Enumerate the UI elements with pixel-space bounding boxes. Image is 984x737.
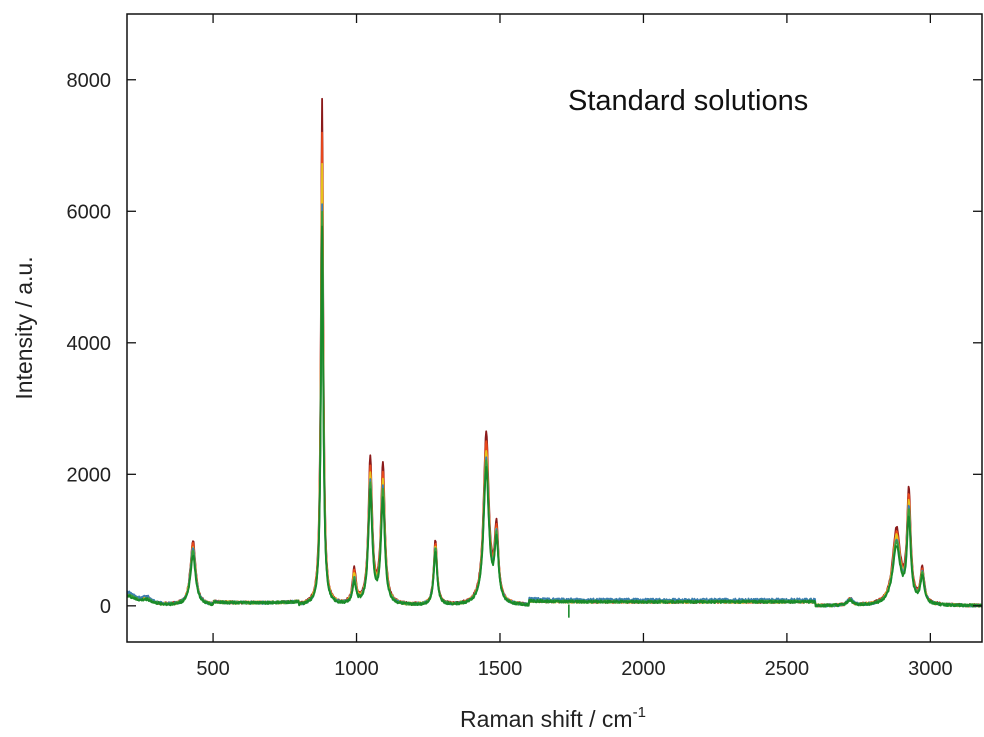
series-line-6 bbox=[127, 225, 982, 608]
series-line-4 bbox=[127, 203, 982, 608]
x-axis-title: Raman shift / cm-1 bbox=[460, 704, 646, 732]
y-tick-label: 2000 bbox=[67, 464, 112, 486]
chart-annotation: Standard solutions bbox=[568, 85, 808, 117]
series-line-5 bbox=[127, 210, 982, 608]
x-axis-title-superscript: -1 bbox=[633, 704, 646, 721]
x-axis-title-text: Raman shift / cm bbox=[460, 706, 633, 732]
y-tick-label: 0 bbox=[100, 596, 111, 618]
x-tick-label: 500 bbox=[196, 658, 229, 680]
y-axis-ticks: 0 2000 4000 6000 8000 bbox=[67, 70, 982, 618]
series-line-2 bbox=[127, 131, 982, 608]
y-axis-title: Intensity / a.u. bbox=[11, 256, 37, 399]
spectra-traces bbox=[127, 97, 982, 618]
y-tick-label: 4000 bbox=[67, 333, 112, 355]
series-line-1 bbox=[127, 97, 982, 608]
x-tick-label: 3000 bbox=[908, 658, 953, 680]
x-tick-label: 2000 bbox=[621, 658, 666, 680]
plot-frame bbox=[126, 13, 983, 643]
x-tick-label: 1000 bbox=[334, 658, 379, 680]
y-tick-label: 8000 bbox=[67, 70, 112, 92]
series-line-3 bbox=[127, 162, 982, 608]
x-axis-ticks: 500 1000 1500 2000 2500 3000 bbox=[196, 14, 953, 680]
y-tick-label: 6000 bbox=[67, 201, 112, 223]
x-tick-label: 2500 bbox=[765, 658, 810, 680]
x-tick-label: 1500 bbox=[478, 658, 523, 680]
